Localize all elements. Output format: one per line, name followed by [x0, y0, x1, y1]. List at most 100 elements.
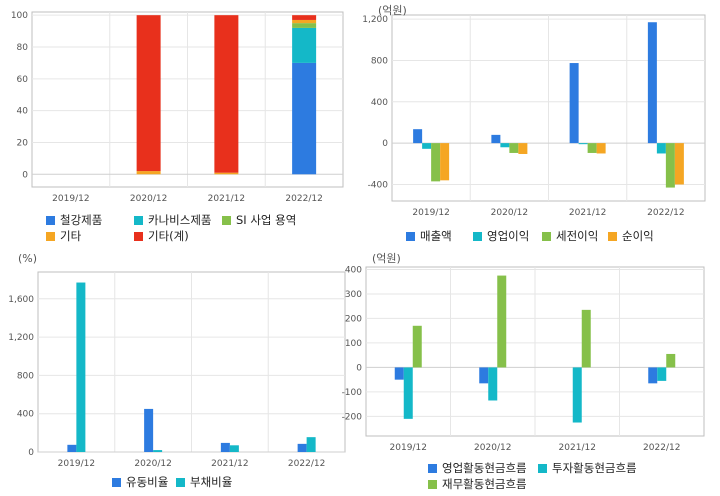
x-tick-label: 2020/12	[491, 208, 528, 218]
bar	[440, 143, 450, 181]
legend-item: 세전이익	[542, 228, 598, 244]
bar	[76, 282, 86, 452]
x-tick-label: 2022/12	[643, 443, 680, 453]
y-tick-label: -200	[342, 412, 363, 422]
legend-swatch	[608, 232, 617, 241]
legend-label: 영업이익	[487, 229, 530, 243]
legend-label: 영업활동현금흐름	[442, 461, 527, 475]
y-tick-label: 200	[345, 314, 362, 324]
legend-label: 투자활동현금흐름	[552, 461, 637, 475]
legend-item: 철강제품	[46, 212, 102, 228]
revenue-composition-chart: 0 20 40 60 80 100 2019/12 2020/12 2021/12 2022/12	[11, 11, 344, 204]
bar	[394, 367, 404, 380]
legend-swatch	[406, 232, 415, 241]
bar	[569, 63, 579, 144]
legend-item: 투자활동현금흐름	[538, 460, 637, 476]
y-tick-label: 100	[11, 11, 28, 21]
legend-swatch	[134, 216, 143, 225]
y-tick-label: 400	[345, 265, 362, 275]
bar	[136, 15, 161, 172]
x-tick-label: 2019/12	[52, 194, 89, 204]
legend-item: 부채비율	[176, 474, 232, 490]
y-tick-label: 800	[371, 56, 388, 66]
y-tick-label: -100	[342, 388, 363, 398]
bar	[674, 143, 684, 185]
bar	[479, 367, 489, 384]
legend-label: 부채비율	[190, 475, 233, 489]
legend-swatch	[428, 480, 437, 489]
bar	[578, 143, 588, 145]
cashflow-chart: -200 -100 0 100 200 300 400 (억원) 2019/12 2020/12 2…	[342, 252, 705, 453]
bar	[412, 325, 422, 368]
legend-label: 기타	[60, 229, 82, 243]
y-tick-label: 0	[382, 139, 388, 149]
bar	[229, 445, 239, 452]
legend-profit: 매출액 영업이익 세전이익 순이익	[406, 228, 706, 246]
x-tick-label: 2022/12	[285, 194, 322, 204]
bar	[306, 437, 316, 452]
legend-label: 매출액	[420, 229, 452, 243]
y-tick-label: 0	[28, 448, 34, 458]
bar	[403, 367, 413, 419]
y-tick-label: 0	[356, 363, 362, 373]
bar	[596, 143, 606, 154]
legend-swatch	[222, 216, 231, 225]
y-unit-label: (억원)	[372, 252, 401, 265]
bar	[665, 143, 675, 188]
legend-swatch	[542, 232, 551, 241]
legend-swatch	[428, 464, 437, 473]
y-tick-label: 100	[345, 339, 362, 349]
y-tick-label: 400	[17, 410, 34, 420]
profit-chart: -400 0 400 800 1,200(억원) 2019/12 2020/12 2021/1…	[362, 4, 706, 218]
legend-label: 재무활동현금흐름	[442, 477, 527, 491]
bar	[518, 143, 528, 154]
y-tick-label: 80	[17, 43, 29, 53]
y-tick-label: 20	[17, 138, 29, 148]
bar	[572, 367, 582, 423]
x-tick-label: 2021/12	[559, 443, 596, 453]
y-unit-label: (억원)	[378, 4, 407, 17]
legend-label: SI 사업 용역	[236, 213, 297, 227]
bar	[220, 442, 230, 452]
x-tick-label: 2021/12	[208, 194, 245, 204]
bar	[144, 408, 154, 452]
y-tick-label: 1,600	[8, 295, 34, 305]
y-tick-label: -400	[368, 180, 389, 190]
legend-swatch	[134, 232, 143, 241]
bar	[581, 309, 591, 368]
x-tick-label: 2019/12	[412, 208, 449, 218]
bar	[666, 353, 676, 368]
y-tick-label: 40	[17, 107, 29, 117]
legend-swatch	[538, 464, 547, 473]
bar	[297, 443, 307, 452]
bar	[500, 143, 510, 148]
bar	[136, 171, 161, 175]
bar	[292, 19, 317, 24]
y-tick-label: 60	[17, 75, 29, 85]
x-tick-label: 2022/12	[288, 459, 325, 469]
x-tick-label: 2021/12	[211, 459, 248, 469]
bar	[153, 450, 163, 452]
legend-ratio: 유동비율 부채비율	[112, 474, 312, 492]
bar	[647, 22, 657, 144]
legend-item: 기타	[46, 228, 81, 244]
bar	[497, 275, 507, 368]
legend-label: 유동비율	[126, 475, 169, 489]
bar	[587, 143, 597, 153]
ratio-chart: 0 400 800 1,200 1,600 (%) 2019/12 2020/12 2021/1…	[8, 252, 346, 469]
bar	[657, 367, 667, 381]
legend-revenue-composition: 철강제품 카나비스제품 SI 사업 용역 기타 기타(계)	[46, 212, 346, 246]
x-tick-label: 2019/12	[58, 459, 95, 469]
legend-swatch	[46, 232, 55, 241]
legend-item: 영업활동현금흐름	[428, 460, 527, 476]
bar	[214, 15, 239, 173]
y-tick-label: 1,200	[362, 15, 388, 25]
bar	[509, 143, 519, 153]
bar	[292, 62, 317, 175]
legend-item: 매출액	[406, 228, 452, 244]
bar	[431, 143, 441, 182]
legend-item: SI 사업 용역	[222, 212, 296, 228]
legend-label: 순이익	[622, 229, 654, 243]
legend-item: 순이익	[608, 228, 654, 244]
